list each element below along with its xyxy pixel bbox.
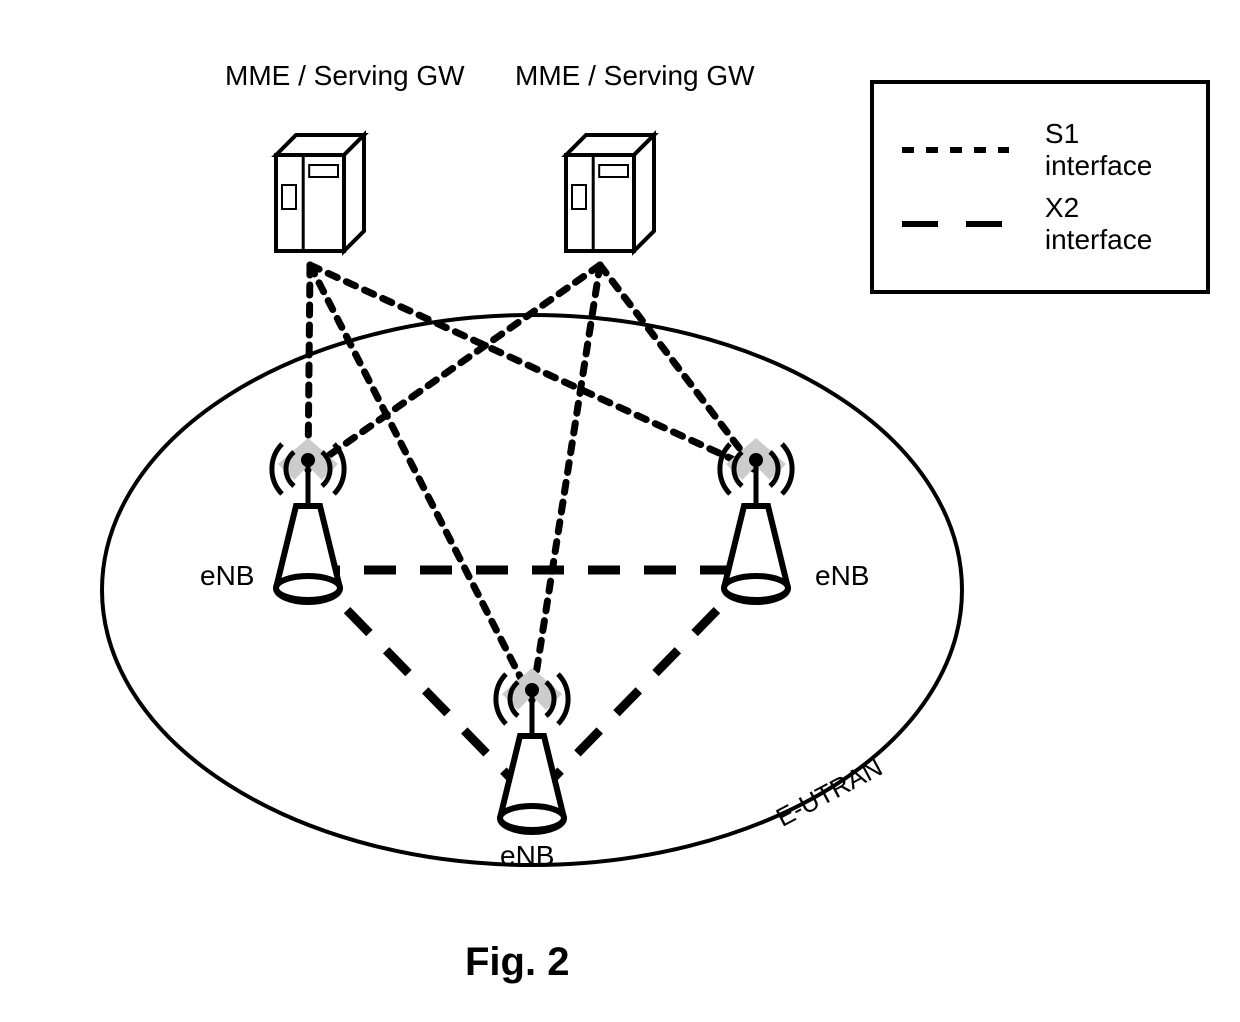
enb-label: eNB bbox=[500, 840, 554, 872]
legend-label: S1 interface bbox=[1045, 118, 1178, 182]
legend-label: X2 interface bbox=[1045, 192, 1178, 256]
legend-line-icon bbox=[902, 221, 1009, 227]
s1-interface-link bbox=[310, 265, 756, 470]
legend-row: S1 interface bbox=[902, 118, 1178, 182]
legend-row: X2 interface bbox=[902, 192, 1178, 256]
legend-box: S1 interface X2 interface bbox=[870, 80, 1210, 294]
enb-icon bbox=[496, 668, 568, 832]
legend-line-icon bbox=[902, 147, 1009, 153]
s1-interface-link bbox=[600, 265, 756, 470]
mme-server-icon bbox=[276, 135, 364, 251]
mme-server-label: MME / Serving GW bbox=[225, 60, 465, 92]
figure-caption: Fig. 2 bbox=[465, 940, 569, 985]
enb-icon bbox=[272, 438, 344, 602]
mme-server-label: MME / Serving GW bbox=[515, 60, 755, 92]
s1-interface-link bbox=[532, 265, 600, 700]
s1-interface-link bbox=[308, 265, 600, 470]
mme-server-icon bbox=[566, 135, 654, 251]
enb-icon bbox=[720, 438, 792, 602]
enb-label: eNB bbox=[815, 560, 869, 592]
enb-label: eNB bbox=[200, 560, 254, 592]
